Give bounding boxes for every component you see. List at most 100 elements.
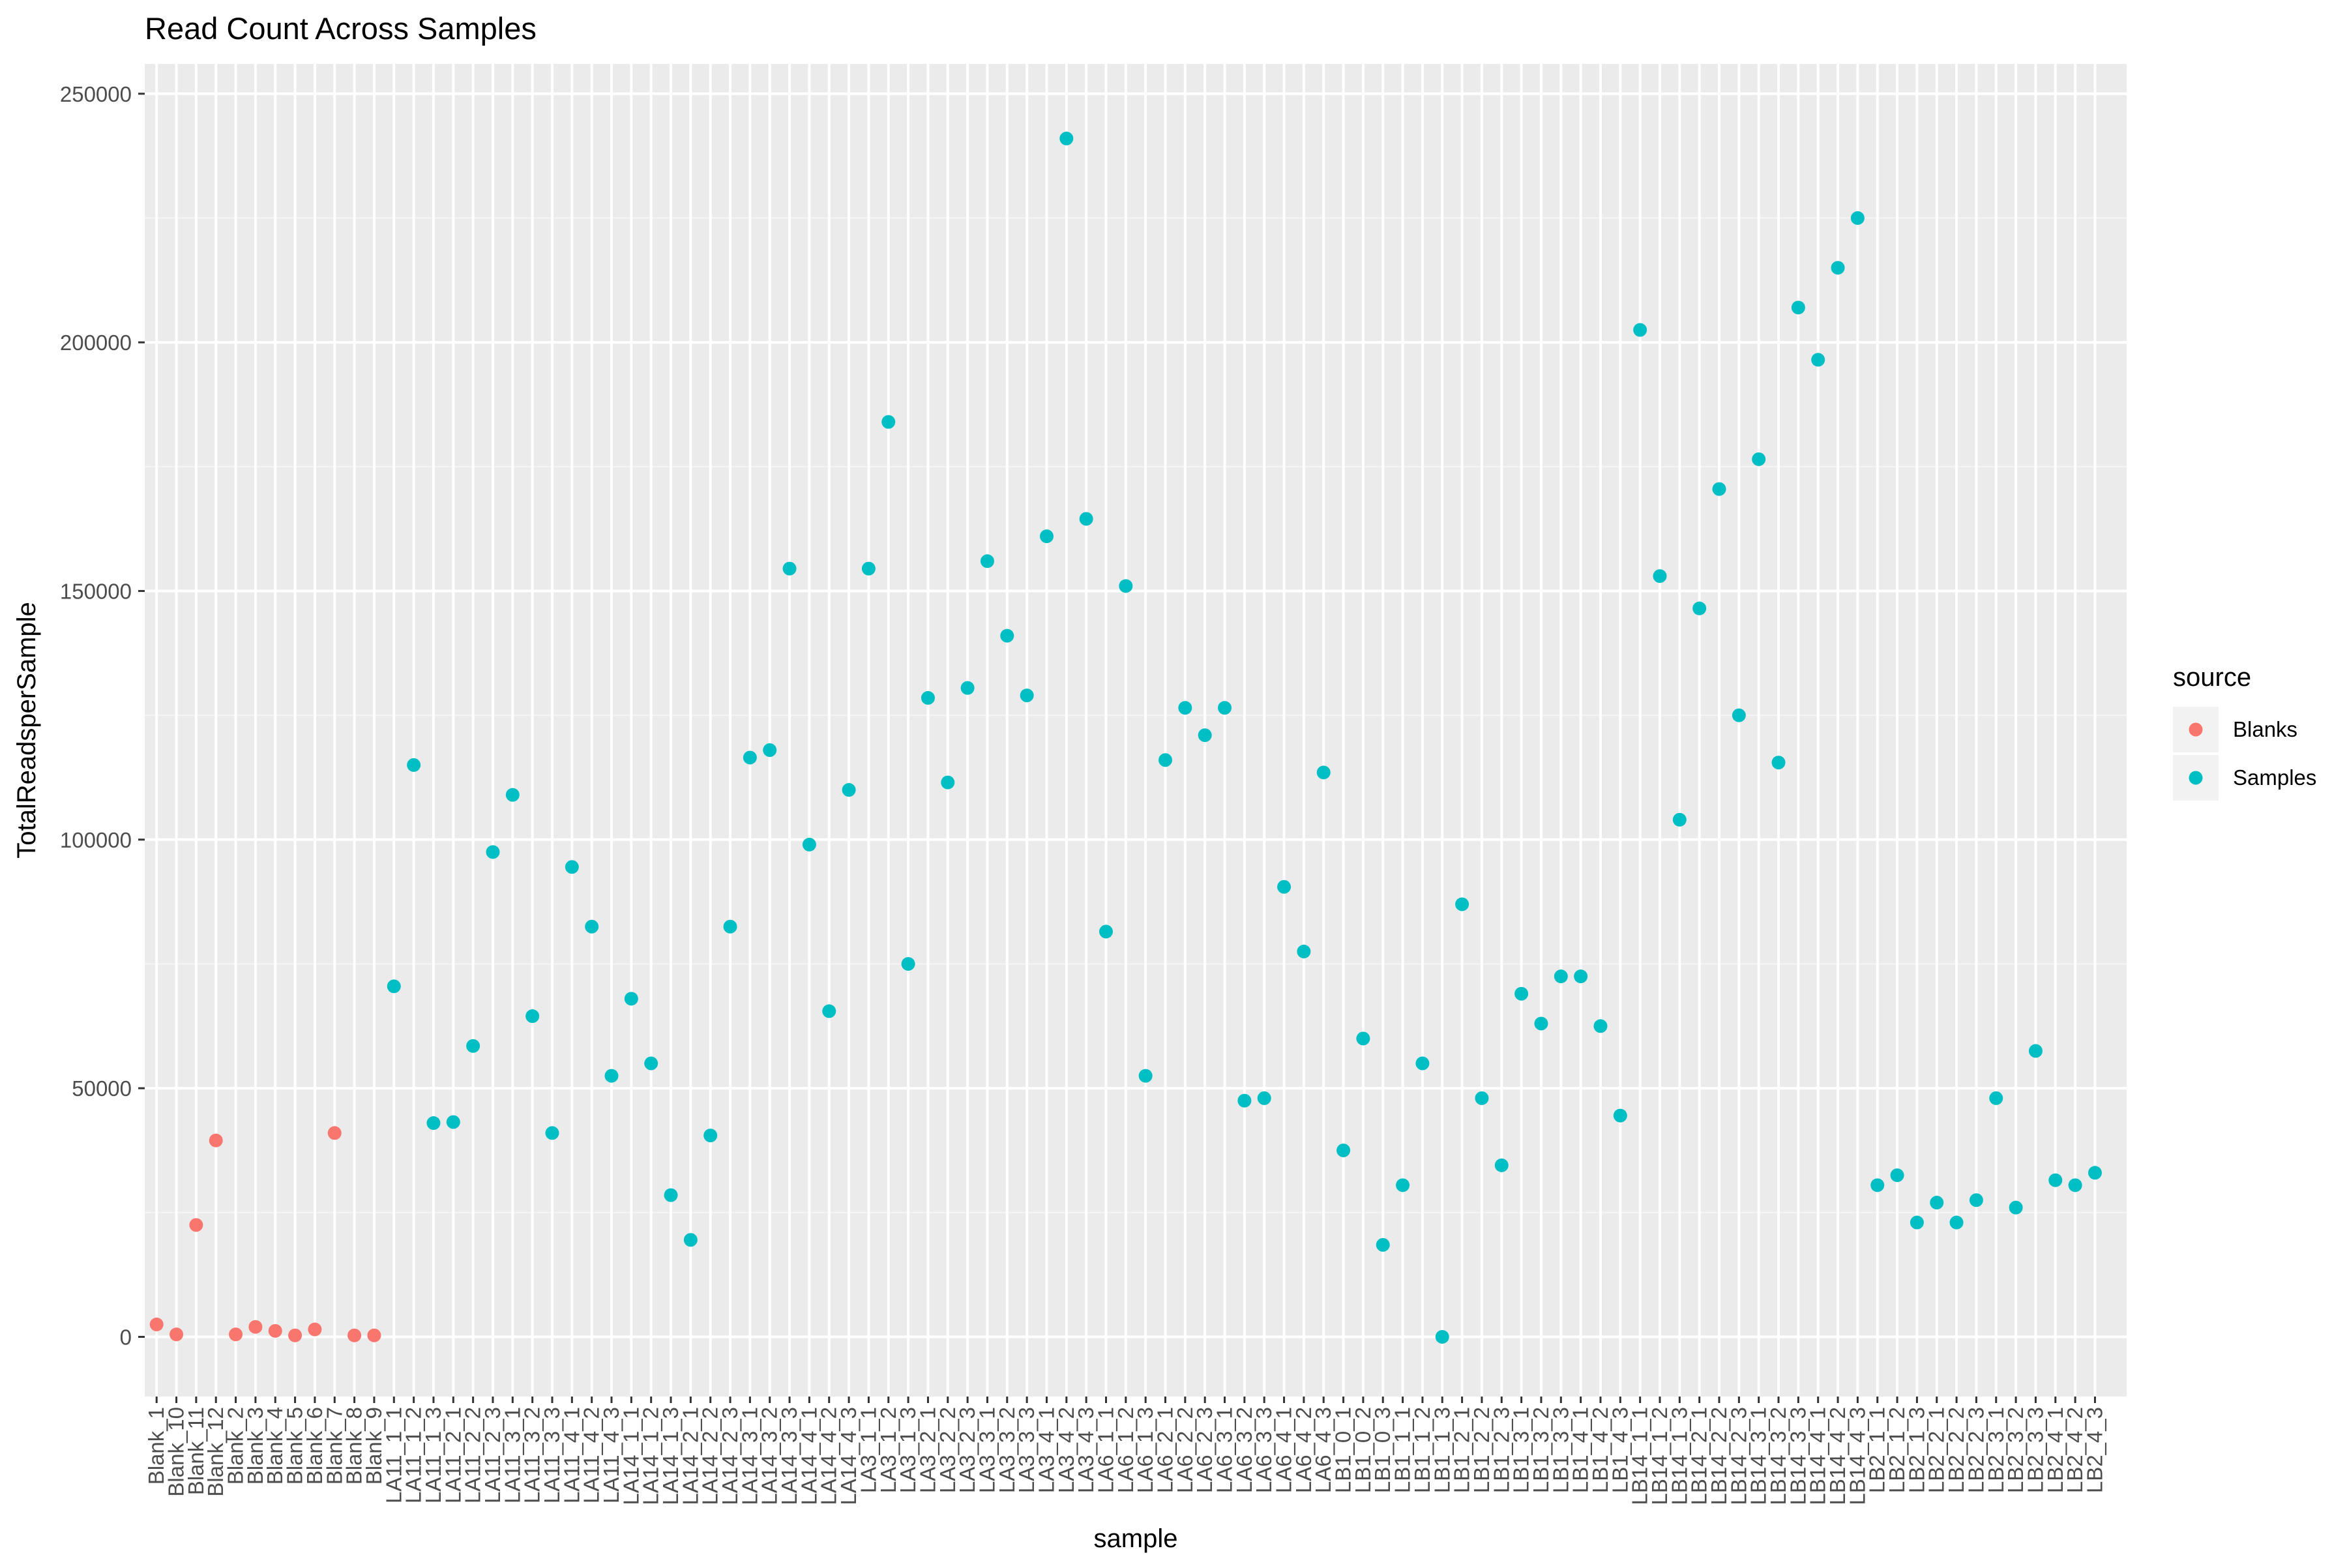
legend-marker-blanks	[2189, 722, 2203, 737]
data-point-samples	[782, 561, 797, 576]
x-tick-label: LB1_3_1	[1509, 1407, 1533, 1493]
data-point-samples	[1218, 701, 1232, 715]
x-tick-label: LA6_3_3	[1252, 1407, 1276, 1493]
legend-title: source	[2173, 663, 2251, 692]
x-tick-label: LA6_3_1	[1213, 1407, 1237, 1493]
data-point-samples	[1475, 1091, 1489, 1105]
data-point-blanks	[268, 1324, 282, 1338]
data-point-samples	[723, 919, 737, 934]
x-tick-label: LA3_1_3	[896, 1407, 920, 1493]
x-tick-label: LB1_4_3	[1608, 1407, 1632, 1493]
data-point-samples	[960, 681, 975, 695]
data-point-samples	[1534, 1016, 1548, 1031]
x-tick-label: LA3_4_2	[1054, 1407, 1078, 1493]
x-tick-label: LB2_4_1	[2043, 1407, 2067, 1493]
data-point-samples	[743, 750, 757, 765]
x-tick-label: LA11_2_3	[480, 1407, 505, 1503]
x-tick-label: LA14_2_1	[678, 1407, 702, 1505]
x-tick-label: LA3_2_3	[955, 1407, 979, 1493]
x-tick-label: LB1_0_2	[1351, 1407, 1375, 1493]
x-tick-label: Blank_4	[263, 1407, 287, 1485]
data-point-samples	[941, 775, 955, 790]
data-point-blanks	[288, 1328, 303, 1342]
data-point-samples	[2028, 1044, 2043, 1058]
data-point-samples	[1712, 482, 1726, 496]
x-tick-label: LB14_2_3	[1726, 1407, 1750, 1505]
x-tick-label: LA14_3_1	[737, 1407, 761, 1505]
x-tick-label: LA11_1_2	[402, 1407, 426, 1503]
data-point-samples	[1633, 323, 1647, 337]
x-tick-label: LA14_3_3	[777, 1407, 801, 1505]
data-point-samples	[1910, 1215, 1924, 1230]
data-point-samples	[1000, 629, 1014, 643]
data-point-blanks	[149, 1317, 164, 1331]
x-tick-label: LA14_4_1	[797, 1407, 821, 1505]
data-point-samples	[1257, 1091, 1271, 1105]
x-tick-label: LA3_4_1	[1034, 1407, 1058, 1493]
x-tick-label: LA11_3_3	[540, 1407, 564, 1503]
data-point-samples	[1455, 897, 1469, 911]
data-point-samples	[525, 1009, 540, 1024]
x-tick-label: Blank_5	[283, 1407, 307, 1485]
x-tick-label: LB14_4_3	[1845, 1407, 1869, 1505]
data-point-samples	[1811, 353, 1825, 367]
x-tick-label: LA14_4_2	[817, 1407, 841, 1505]
data-point-samples	[505, 788, 520, 802]
x-tick-label: LA11_1_1	[381, 1407, 406, 1503]
x-tick-label: LB14_1_1	[1628, 1407, 1652, 1505]
data-point-samples	[2088, 1166, 2102, 1180]
x-tick-label: LB2_2_2	[1944, 1407, 1968, 1493]
x-tick-label: LA6_1_2	[1114, 1407, 1138, 1493]
data-point-samples	[1237, 1093, 1252, 1108]
x-tick-label: LB2_3_1	[1984, 1407, 2008, 1493]
data-point-samples	[1138, 1069, 1153, 1083]
x-tick-label: Blank_7	[322, 1407, 346, 1485]
x-tick-label: LB2_4_2	[2063, 1407, 2087, 1493]
x-tick-label: Blank_3	[243, 1407, 267, 1485]
data-point-samples	[861, 561, 876, 576]
legend-label-blanks: Blanks	[2233, 717, 2297, 741]
data-point-samples	[2048, 1173, 2063, 1187]
data-point-samples	[1198, 728, 1212, 743]
data-point-samples	[1771, 756, 1786, 770]
data-point-samples	[565, 860, 579, 874]
data-point-samples	[2068, 1178, 2082, 1192]
data-point-samples	[644, 1056, 658, 1071]
x-tick-label: LA6_2_2	[1173, 1407, 1197, 1493]
data-point-samples	[822, 1004, 836, 1018]
data-point-samples	[604, 1069, 619, 1083]
x-tick-label: LA14_1_1	[619, 1407, 643, 1505]
data-point-samples	[1890, 1168, 1904, 1183]
data-point-samples	[980, 554, 994, 569]
x-tick-label: LB1_0_1	[1331, 1407, 1355, 1493]
data-point-samples	[763, 743, 777, 758]
data-point-samples	[1356, 1031, 1370, 1046]
x-tick-label: LB1_1_1	[1391, 1407, 1415, 1493]
x-tick-label: LB14_1_3	[1667, 1407, 1691, 1505]
data-point-samples	[1752, 452, 1766, 466]
data-point-samples	[426, 1116, 441, 1131]
x-tick-label: LA6_2_1	[1153, 1407, 1177, 1493]
data-point-samples	[1415, 1056, 1430, 1071]
x-tick-label: LA11_3_2	[520, 1407, 544, 1503]
data-point-samples	[387, 979, 401, 994]
x-tick-label: LA6_4_2	[1292, 1407, 1316, 1493]
x-tick-label: LA6_1_1	[1093, 1407, 1117, 1493]
data-point-blanks	[248, 1320, 263, 1334]
x-tick-label: LB14_3_1	[1747, 1407, 1771, 1505]
data-point-samples	[664, 1188, 678, 1202]
x-tick-label: LB2_3_2	[2003, 1407, 2028, 1493]
y-tick-label: 250000	[60, 82, 132, 106]
x-tick-label: LB1_2_1	[1450, 1407, 1474, 1493]
data-point-blanks	[327, 1126, 342, 1140]
x-tick-label: LA14_2_2	[698, 1407, 722, 1505]
chart-title: Read Count Across Samples	[145, 11, 537, 46]
x-tick-label: LB1_1_2	[1410, 1407, 1434, 1493]
data-points	[149, 131, 2102, 1344]
data-point-samples	[1574, 969, 1588, 984]
legend-marker-samples	[2189, 771, 2203, 785]
x-tick-label: LB14_4_1	[1806, 1407, 1830, 1505]
data-point-samples	[1079, 512, 1093, 526]
data-point-samples	[1494, 1158, 1509, 1172]
